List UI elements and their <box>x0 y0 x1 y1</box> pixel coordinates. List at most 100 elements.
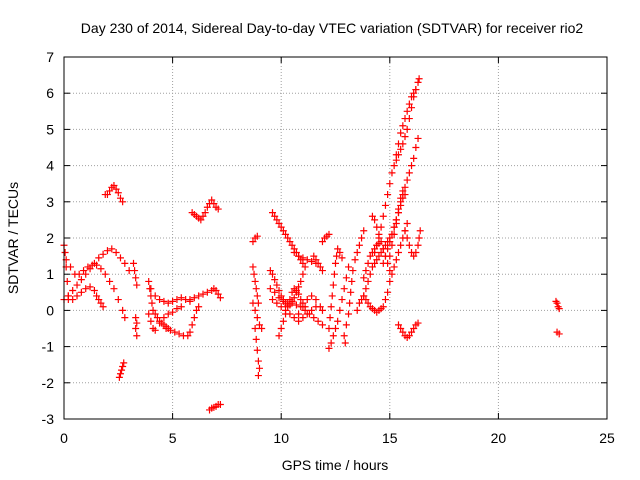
data-point <box>116 254 124 262</box>
data-point <box>156 296 164 304</box>
data-point <box>277 223 285 231</box>
data-points <box>60 75 563 414</box>
data-point <box>388 230 396 238</box>
data-point <box>77 276 85 284</box>
data-point <box>381 201 389 209</box>
data-point <box>297 277 305 285</box>
data-point <box>412 248 420 256</box>
data-point <box>326 314 334 322</box>
y-tick-label: -1 <box>42 339 55 355</box>
data-point <box>169 297 177 305</box>
x-tick-label: 0 <box>60 430 68 446</box>
data-point <box>340 332 348 340</box>
data-point <box>175 330 183 338</box>
y-tick-label: 0 <box>46 302 54 318</box>
data-point <box>384 288 392 296</box>
data-point <box>310 314 318 322</box>
data-point <box>397 145 405 153</box>
data-point <box>408 328 416 336</box>
data-point <box>75 270 83 278</box>
data-point <box>410 154 418 162</box>
data-point <box>108 245 116 253</box>
y-tick-label: 4 <box>46 158 54 174</box>
data-point <box>338 254 346 262</box>
data-point <box>397 194 405 202</box>
data-point <box>415 75 423 83</box>
data-point <box>271 276 279 284</box>
data-point <box>295 310 303 318</box>
data-point <box>303 256 311 264</box>
data-point <box>214 205 222 213</box>
x-tick-label: 10 <box>273 430 289 446</box>
data-point <box>93 292 101 300</box>
data-point <box>275 220 283 228</box>
data-point <box>160 297 168 305</box>
data-point <box>414 134 422 142</box>
data-point <box>348 277 356 285</box>
data-point <box>295 290 303 298</box>
data-point <box>160 314 168 322</box>
data-point <box>112 248 120 256</box>
data-point <box>392 151 400 159</box>
data-point <box>399 122 407 130</box>
data-point <box>208 196 216 204</box>
data-point <box>145 277 153 285</box>
data-point <box>394 248 402 256</box>
data-point <box>414 241 422 249</box>
data-point <box>273 216 281 224</box>
data-point <box>67 263 75 271</box>
data-point <box>364 259 372 267</box>
data-point <box>177 294 185 302</box>
data-point <box>312 296 320 304</box>
data-point <box>364 299 372 307</box>
data-point <box>397 129 405 137</box>
data-point <box>253 292 261 300</box>
data-point <box>381 241 389 249</box>
data-point <box>275 332 283 340</box>
data-point <box>112 185 120 193</box>
data-point <box>366 252 374 260</box>
data-point <box>275 286 283 294</box>
data-point <box>286 296 294 304</box>
data-point <box>292 286 300 294</box>
data-point <box>316 263 324 271</box>
data-point <box>162 325 170 332</box>
data-point <box>93 261 101 269</box>
data-point <box>399 187 407 195</box>
data-point <box>355 241 363 249</box>
data-point <box>401 332 409 340</box>
data-point <box>390 223 398 231</box>
data-point <box>388 270 396 278</box>
data-point <box>99 303 107 311</box>
data-point <box>305 310 313 318</box>
data-point <box>149 306 157 314</box>
x-tick-label: 20 <box>491 430 507 446</box>
data-point <box>410 325 418 332</box>
data-point <box>403 220 411 228</box>
data-point <box>403 107 411 115</box>
data-point <box>394 321 402 329</box>
data-point <box>392 256 400 264</box>
data-point <box>95 296 103 304</box>
data-point <box>325 344 333 352</box>
data-point <box>368 248 376 256</box>
data-point <box>290 294 298 302</box>
grid-lines <box>64 57 607 419</box>
data-point <box>290 314 298 322</box>
data-point <box>355 299 363 307</box>
data-point <box>375 230 383 238</box>
data-point <box>336 306 344 314</box>
data-point <box>201 209 209 217</box>
x-tick-labels: 0 5 10 15 20 25 <box>60 430 615 446</box>
data-point <box>362 285 370 293</box>
data-point <box>153 314 161 322</box>
data-point <box>360 274 368 282</box>
data-point <box>82 270 90 278</box>
data-point <box>318 306 326 314</box>
y-tick-label: 1 <box>46 266 54 282</box>
data-point <box>316 303 324 311</box>
data-point <box>345 310 353 318</box>
data-point <box>120 359 128 367</box>
y-tick-label: 6 <box>46 85 54 101</box>
data-point <box>334 245 342 253</box>
